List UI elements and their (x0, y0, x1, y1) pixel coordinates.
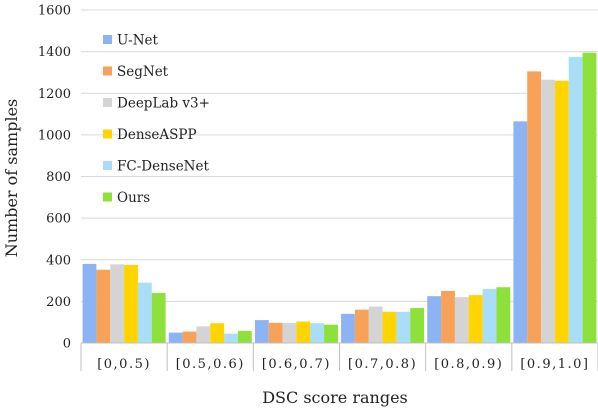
bar (82, 263, 97, 343)
bar (513, 121, 528, 343)
bar (296, 321, 311, 343)
bar (182, 331, 197, 343)
grid (81, 9, 598, 344)
legend-swatch (103, 161, 112, 170)
y-tick-label: 1000 (38, 128, 71, 143)
bar (441, 290, 455, 343)
y-tick-label: 200 (46, 295, 71, 310)
bar (482, 288, 497, 343)
bar (110, 264, 125, 343)
bar (496, 287, 511, 343)
bars (81, 52, 598, 344)
x-tick-label: [0.6,0.7) (262, 357, 331, 372)
bar (310, 323, 325, 343)
bar (582, 52, 597, 344)
y-tick-label: 1200 (38, 87, 71, 102)
bar (368, 306, 383, 343)
bar (468, 295, 483, 343)
bar (396, 311, 411, 343)
x-axis-ticks: [0,0.5) [0.5,0.6) [0.6,0.7) [0.7,0.8) [0.8,0… (80, 343, 598, 372)
legend-label: U-Net (117, 33, 159, 49)
y-tick-label: 1600 (38, 4, 71, 19)
x-tick-label: [0.7,0.8) (348, 357, 417, 372)
legend-swatch (103, 192, 112, 202)
bar (96, 269, 111, 343)
bar (237, 330, 252, 343)
x-axis-title: DSC score ranges (262, 388, 408, 407)
bar (210, 323, 225, 343)
bar (382, 311, 397, 343)
x-tick-label: [0.8,0.9) (434, 357, 503, 372)
bar (541, 79, 555, 344)
legend-label: Ours (117, 190, 150, 206)
bar (427, 296, 442, 343)
legend-swatch (103, 98, 112, 107)
bar (268, 322, 283, 343)
bar (410, 308, 425, 343)
y-tick-label: 0 (63, 337, 71, 352)
legend-label: DeepLab v3+ (117, 96, 210, 112)
y-tick-label: 1400 (38, 45, 71, 60)
bar (554, 80, 569, 343)
y-tick-label: 400 (46, 253, 71, 268)
y-tick-label: 600 (46, 212, 71, 227)
x-tick-label: [0,0.5) (97, 357, 151, 372)
bar (124, 264, 138, 343)
bar (568, 56, 583, 343)
legend-label: FC-DenseNet (117, 159, 209, 175)
bar (341, 313, 355, 343)
bar (254, 320, 269, 343)
bar (137, 282, 152, 343)
legend-swatch (103, 35, 112, 44)
legend-swatch (103, 66, 112, 76)
bar (224, 333, 238, 343)
x-tick-label: [0.9,1.0] (520, 357, 589, 372)
bar (354, 309, 369, 343)
bar (196, 326, 211, 343)
bar (151, 293, 166, 343)
bar (282, 322, 297, 343)
y-axis-ticks: 0 200 400 600 800 1000 1200 1400 1600 (38, 4, 71, 352)
bar (527, 71, 542, 343)
legend-label: DenseASPP (117, 127, 197, 143)
legend-swatch (103, 129, 112, 139)
legend: U-Net SegNet DeepLab v3+ DenseASPP FC-DenseN… (103, 33, 210, 206)
x-tick-label: [0.5,0.6) (176, 357, 245, 372)
bar (168, 332, 183, 343)
legend-label: SegNet (117, 64, 169, 80)
bar (454, 297, 469, 343)
bar (324, 324, 338, 343)
y-tick-label: 800 (46, 170, 71, 185)
y-axis-title: Number of samples (2, 99, 21, 258)
